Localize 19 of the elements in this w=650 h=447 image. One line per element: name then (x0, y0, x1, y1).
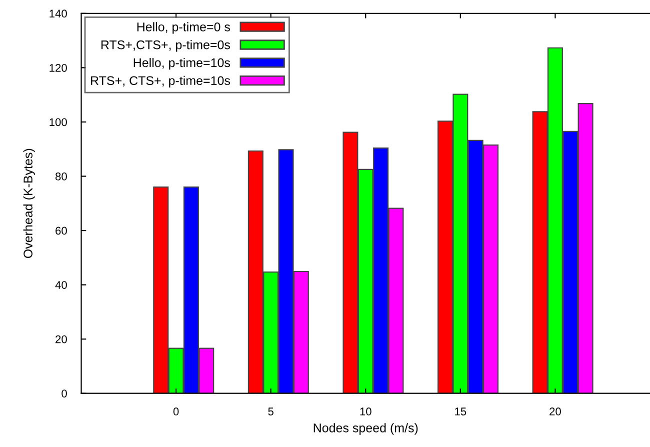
legend-label: Hello, p-time=10s (134, 58, 230, 70)
x-tick-label: 0 (173, 408, 179, 416)
x-tick-label: 5 (268, 408, 274, 416)
y-tick-label: 0 (62, 390, 67, 398)
y-tick-label: 40 (55, 281, 67, 289)
y-axis-title: Overhead (K-Bytes) (23, 148, 35, 258)
y-tick-label: 80 (55, 172, 67, 180)
legend-label: RTS+,CTS+, p-time=0s (101, 40, 230, 52)
legend-label: RTS+, CTS+, p-time=10s (91, 76, 230, 88)
x-tick-label: 15 (455, 408, 466, 416)
y-tick-label: 140 (50, 10, 67, 18)
y-tick-label: 100 (50, 118, 67, 126)
y-tick-label: 120 (50, 64, 67, 72)
legend-label: Hello, p-time=0 s (137, 22, 230, 34)
x-axis-title: Nodes speed (m/s) (314, 423, 418, 435)
y-tick-label: 20 (56, 335, 67, 344)
x-tick-label: 10 (360, 408, 372, 416)
y-tick-label: 60 (56, 226, 67, 235)
x-tick-label: 20 (550, 408, 561, 416)
